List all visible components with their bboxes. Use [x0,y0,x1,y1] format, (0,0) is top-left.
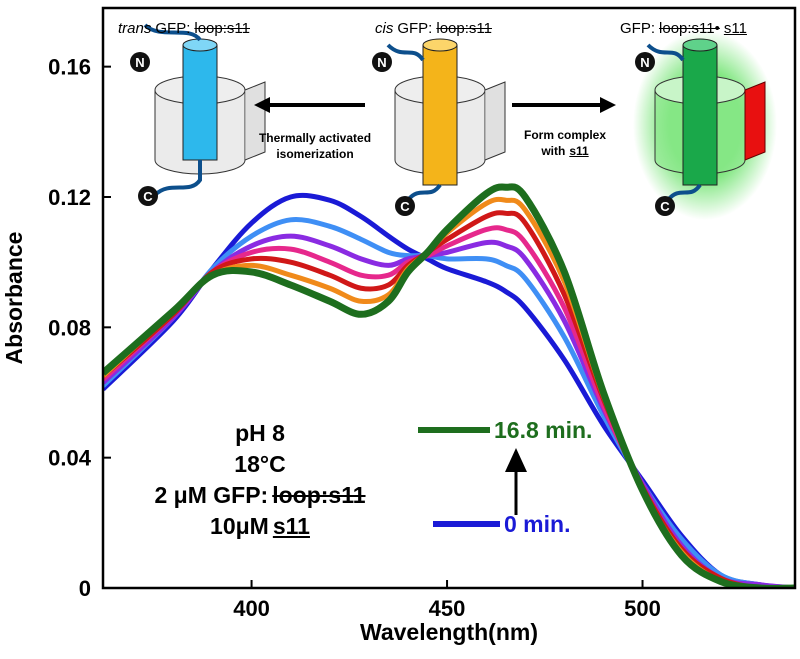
text-part: GFP: [620,20,656,37]
terminus-label: C [143,189,153,204]
text-line: 10μM s11 [110,511,410,542]
text-part: loop:s11 [272,482,366,508]
text-line: Thermally activated [240,130,390,146]
y-tick-label: 0 [79,576,91,601]
state-label: cis GFP: loop:s11 [375,20,492,37]
text-part: loop:s11• [659,20,720,37]
text-part: GFP: [155,20,191,37]
terminus-label: C [400,199,410,214]
text-part: trans [118,20,152,37]
text-part: with [541,144,566,158]
legend-label: 16.8 min. [494,417,592,443]
plot-frame [101,6,797,590]
text-line: with s11 [505,143,625,159]
reaction-arrow-head [600,97,616,113]
text-part: loop:s11 [194,20,250,37]
terminus-label: N [377,55,386,70]
x-tick-label: 450 [429,596,466,621]
x-tick-label: 500 [624,596,661,621]
text-part: cis [375,20,394,37]
state-label: GFP: loop:s11• s11 [620,20,747,37]
text-part: Form complex [523,128,607,142]
text-part: Thermally activated [258,131,372,145]
text-part: s11 [723,20,747,37]
y-tick-label: 0.04 [48,446,92,471]
y-tick-label: 0.08 [48,315,91,340]
conditions: pH 8 18°C 2 μM GFP: loop:s11 10μM s11 [110,418,410,542]
text-part: isomerization [276,147,354,161]
arrow-label: Form complex with s11 [505,127,625,159]
text-line: cis GFP: loop:s11 [375,20,492,37]
text-line: 2 μM GFP: loop:s11 [110,480,410,511]
text-part: s11 [272,513,310,539]
y-tick-label: 0.16 [48,55,91,80]
terminus-label: N [135,55,144,70]
text-line: GFP: loop:s11• s11 [620,20,747,37]
complex-schematic [633,30,777,220]
arrow-label: Thermally activated isomerization [240,130,390,162]
x-axis-label: Wavelength(nm) [360,619,538,645]
text-part: 10μM [210,513,269,539]
text-part: s11 [569,144,589,158]
text-line: Form complex [505,127,625,143]
y-tick-label: 0.12 [48,185,91,210]
text-line: pH 8 [110,418,410,449]
x-tick-label: 400 [233,596,270,621]
legend-label: 0 min. [504,511,570,537]
text-part: pH 8 [235,420,285,446]
termini: N C N C N C [130,52,675,216]
text-part: GFP: [397,20,433,37]
series-line [103,183,795,588]
series-layer [103,183,795,588]
text-line: isomerization [240,146,390,162]
y-axis-label: Absorbance [1,232,27,365]
text-part: loop:s11 [436,20,492,37]
time-arrow-head [505,448,527,472]
cis-schematic [386,38,506,202]
terminus-label: C [660,199,670,214]
terminus-label: N [640,55,649,70]
reaction-arrow-head [254,97,270,113]
text-part: 18°C [234,451,286,477]
state-label: trans GFP: loop:s11 [118,20,250,37]
text-part: 2 μM GFP: [154,482,269,508]
text-line: 18°C [110,449,410,480]
text-line: trans GFP: loop:s11 [118,20,250,37]
trans-schematic [143,23,266,197]
